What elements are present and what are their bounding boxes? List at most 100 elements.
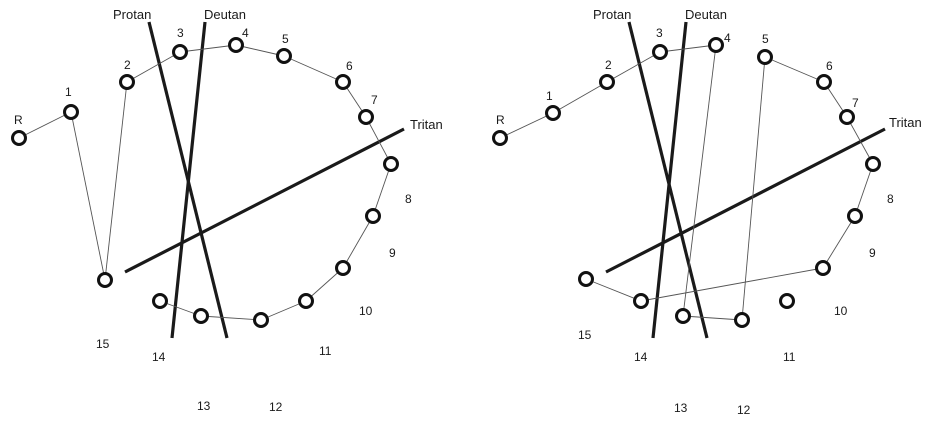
left-connector-15-to-2	[104, 81, 128, 281]
right-cap-label-1: 1	[546, 89, 553, 103]
left-cap-label-4: 4	[242, 26, 249, 40]
left-cap-disc-13	[193, 308, 209, 324]
right-cap-label-7: 7	[852, 96, 859, 110]
left-tritan-axis	[124, 127, 405, 274]
left-cap-disc-4	[228, 37, 244, 53]
left-cap-disc-12	[253, 312, 269, 328]
left-protan-label: Protan	[113, 7, 151, 22]
right-deutan-label: Deutan	[685, 7, 727, 22]
right-cap-disc-1	[545, 105, 561, 121]
left-cap-label-5: 5	[282, 32, 289, 46]
left-cap-label-9: 9	[389, 246, 396, 260]
left-cap-disc-10	[335, 260, 351, 276]
left-cap-label-11: 11	[319, 344, 332, 358]
right-cap-label-6: 6	[826, 59, 833, 73]
right-cap-label-r: R	[496, 113, 505, 127]
right-cap-label-14: 14	[634, 350, 648, 364]
left-cap-label-12: 12	[269, 400, 283, 414]
left-connector-12-to-13	[200, 315, 262, 321]
right-connector-3-to-4	[659, 44, 717, 53]
right-connector-1-to-2	[552, 81, 608, 114]
left-cap-label-10: 10	[359, 304, 373, 318]
right-tritan-axis	[605, 127, 886, 274]
right-connector-14-to-15	[585, 278, 642, 302]
left-connector-4-to-5	[235, 44, 285, 57]
left-test-panel: Protan Deutan Tritan R 1 2 3 4 5 6 7 8 9…	[11, 7, 443, 414]
left-cap-label-1: 1	[65, 85, 72, 99]
right-cap-disc-12	[734, 312, 750, 328]
left-connector-R-to-1	[18, 111, 72, 139]
right-cap-label-3: 3	[656, 26, 663, 40]
right-cap-label-10: 10	[834, 304, 848, 318]
right-cap-label-13: 13	[674, 401, 688, 415]
left-cap-disc-11	[298, 293, 314, 309]
right-connector-R-to-1	[499, 112, 554, 139]
right-cap-disc-5	[757, 49, 773, 65]
left-connector-11-to-12	[260, 300, 307, 321]
right-cap-disc-8	[865, 156, 881, 172]
left-cap-path	[18, 44, 392, 321]
right-cap-disc-14	[633, 293, 649, 309]
left-cap-label-13: 13	[197, 399, 211, 413]
left-cap-disc-3	[172, 44, 188, 60]
left-cap-label-15: 15	[96, 337, 110, 351]
right-cap-discs	[492, 37, 881, 328]
right-cap-disc-3	[652, 44, 668, 60]
left-cap-label-8: 8	[405, 192, 412, 206]
right-connector-8-to-9	[854, 163, 874, 217]
right-cap-disc-4	[708, 37, 724, 53]
left-cap-disc-6	[335, 74, 351, 90]
right-tritan-label: Tritan	[889, 115, 922, 130]
right-cap-label-2: 2	[605, 58, 612, 72]
left-cap-disc-5	[276, 48, 292, 64]
left-deutan-label: Deutan	[204, 7, 246, 22]
right-cap-label-12: 12	[737, 403, 751, 417]
right-protan-label: Protan	[593, 7, 631, 22]
right-connector-4-to-13	[682, 44, 717, 317]
left-cap-disc-9	[365, 208, 381, 224]
left-cap-label-14: 14	[152, 350, 166, 364]
right-cap-label-15: 15	[578, 328, 592, 342]
right-connector-13-to-12	[682, 315, 743, 321]
left-cap-label-r: R	[14, 113, 23, 127]
left-connector-5-to-6	[283, 55, 344, 83]
left-connector-10-to-11	[305, 267, 344, 302]
right-cap-disc-13	[675, 308, 691, 324]
left-cap-disc-8	[383, 156, 399, 172]
left-tritan-label: Tritan	[410, 117, 443, 132]
right-cap-label-5: 5	[762, 32, 769, 46]
left-connector-1-to-15	[70, 111, 106, 281]
left-connector-2-to-3	[126, 51, 181, 83]
right-cap-label-11: 11	[783, 350, 796, 364]
left-cap-disc-15	[97, 272, 113, 288]
left-connector-9-to-10	[342, 215, 374, 269]
right-cap-path	[499, 44, 874, 321]
left-connector-3-to-4	[179, 44, 237, 53]
left-cap-disc-1	[63, 104, 79, 120]
left-cap-label-6: 6	[346, 59, 353, 73]
left-cap-disc-2	[119, 74, 135, 90]
right-connector-5-to-6	[764, 56, 825, 83]
left-cap-disc-r	[11, 130, 27, 146]
left-deutan-axis	[170, 21, 207, 339]
right-cap-disc-9	[847, 208, 863, 224]
right-cap-disc-15	[578, 271, 594, 287]
right-cap-disc-2	[599, 74, 615, 90]
right-connector-7-to-8	[846, 116, 874, 165]
right-cap-disc-10	[815, 260, 831, 276]
right-cap-label-9: 9	[869, 246, 876, 260]
left-connector-7-to-8	[365, 116, 392, 165]
right-connector-12-to-5	[741, 56, 766, 321]
left-cap-discs	[11, 37, 399, 328]
right-connector-2-to-3	[606, 51, 661, 83]
right-cap-label-4: 4	[724, 31, 731, 45]
right-cap-disc-11	[779, 293, 795, 309]
left-cap-disc-14	[152, 293, 168, 309]
left-cap-disc-7	[358, 109, 374, 125]
right-cap-disc-r	[492, 130, 508, 146]
right-test-panel: Protan Deutan Tritan R 1 2 3 4 5 6 7 8 9…	[492, 7, 922, 417]
left-cap-label-7: 7	[371, 93, 378, 107]
right-connector-10-to-14	[640, 267, 824, 302]
left-cap-label-2: 2	[124, 58, 131, 72]
